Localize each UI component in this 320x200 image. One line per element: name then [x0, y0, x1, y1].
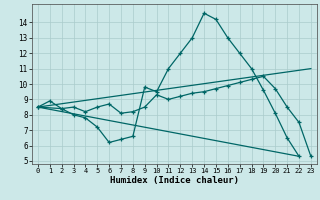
X-axis label: Humidex (Indice chaleur): Humidex (Indice chaleur) [110, 176, 239, 185]
